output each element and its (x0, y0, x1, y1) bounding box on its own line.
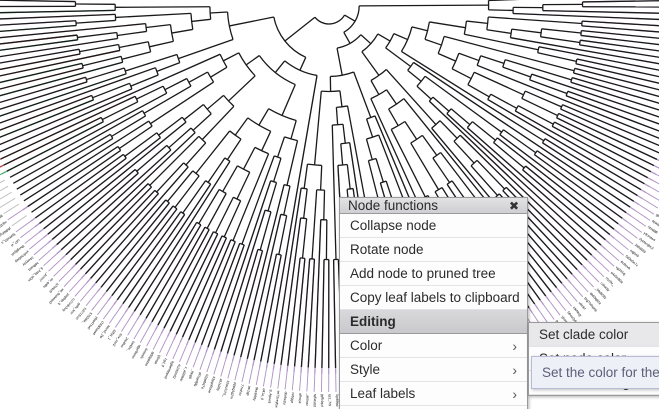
svg-text:rq5xtst5f: rq5xtst5f (313, 394, 318, 407)
svg-text:xillmo4: xillmo4 (298, 393, 303, 404)
svg-text:ppjsg1g2m: ppjsg1g2m (229, 382, 237, 399)
svg-text:dm9ie2u: dm9ie2u (282, 391, 287, 404)
svg-text:ee72veybw: ee72veybw (274, 390, 280, 408)
svg-text:asi1qp: asi1qp (246, 385, 252, 396)
svg-text:9ks3r99y: 9ks3r99y (252, 387, 259, 402)
svg-text:qzz_7r9: qzz_7r9 (328, 394, 332, 406)
svg-text:77mhsc: 77mhsc (238, 384, 245, 397)
svg-text:1gd_lf: 1gd_lf (161, 357, 169, 367)
svg-text:ij3mae: ij3mae (153, 354, 161, 365)
svg-text:gylb4qul: gylb4qul (320, 394, 324, 407)
svg-text:cu5ggz: cu5ggz (290, 392, 295, 404)
svg-text:x81s39y: x81s39y (216, 378, 223, 392)
svg-text:_ab5rao: _ab5rao (305, 392, 310, 406)
svg-text:_ttyqj6: _ttyqj6 (188, 368, 196, 380)
svg-text:g_4gow3: g_4gow3 (267, 389, 273, 403)
svg-text:d41a_d: d41a_d (260, 388, 266, 400)
